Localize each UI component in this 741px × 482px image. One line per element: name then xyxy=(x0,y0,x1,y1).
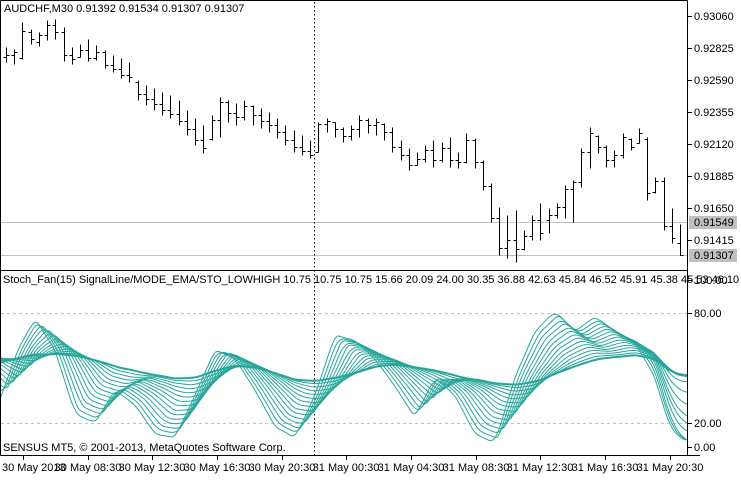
time-axis-label: 31 May 20:30 xyxy=(637,462,704,474)
time-axis-label: 30 May 08:30 xyxy=(55,462,122,474)
copyright-label: SENSUS MT5, © 2001-2013, MetaQuotes Soft… xyxy=(3,442,286,454)
indicator-axis-label: 80.00 xyxy=(694,308,722,320)
current-price-badge xyxy=(689,249,737,262)
price-axis-label: 0.91650 xyxy=(694,203,734,215)
price-axis-label: 0.92825 xyxy=(694,43,734,55)
price-axis-label: 0.91415 xyxy=(694,235,734,247)
current-price-label: 0.91549 xyxy=(694,217,734,229)
panel-borders xyxy=(0,0,700,456)
time-axis-label: 30 May 2013 xyxy=(2,462,66,474)
time-axis-label: 30 May 12:30 xyxy=(119,462,186,474)
time-axis-label: 30 May 20:30 xyxy=(249,462,316,474)
price-axis-label: 0.92355 xyxy=(694,107,734,119)
price-axis[interactable]: 0.93060 0.92825 0.92590 0.92355 0.92120 0.918… xyxy=(687,11,737,262)
time-axis-label: 31 May 12:30 xyxy=(507,462,574,474)
time-axis-label: 31 May 08:30 xyxy=(443,462,510,474)
indicator-axis[interactable]: 100.00 80.00 20.00 0.00 xyxy=(687,275,728,454)
indicator-axis-label: 0.00 xyxy=(694,442,715,454)
time-axis-label: 30 May 16:30 xyxy=(184,462,251,474)
chart-symbol-title: AUDCHF,M30 0.91392 0.91534 0.91307 0.913… xyxy=(4,3,244,15)
time-axis-label: 31 May 00:30 xyxy=(313,462,380,474)
time-axis-label: 31 May 04:30 xyxy=(378,462,445,474)
indicator-axis-label: 100.00 xyxy=(694,275,728,287)
indicator-title: Stoch_Fan(15) SignalLine/MODE_EMA/STO_LO… xyxy=(3,274,740,286)
indicator-axis-label: 20.00 xyxy=(694,418,722,430)
indicator-level-lines xyxy=(1,313,687,424)
price-axis-label: 0.92590 xyxy=(694,75,734,87)
current-price-label: 0.91307 xyxy=(694,250,734,262)
price-axis-label: 0.92120 xyxy=(694,139,734,151)
symbol-period-label: AUDCHF,M30 xyxy=(4,3,74,15)
current-price-badge xyxy=(689,216,737,229)
stoch-fan-lines[interactable] xyxy=(0,313,687,442)
ohlc-values-label: 0.91392 0.91534 0.91307 0.91307 xyxy=(76,3,245,15)
ohlc-bars[interactable] xyxy=(3,19,684,263)
price-axis-label: 0.93060 xyxy=(694,11,734,23)
price-quote-lines xyxy=(1,222,687,256)
price-axis-label: 0.91885 xyxy=(694,171,734,183)
time-axis-label: 31 May 16:30 xyxy=(572,462,639,474)
